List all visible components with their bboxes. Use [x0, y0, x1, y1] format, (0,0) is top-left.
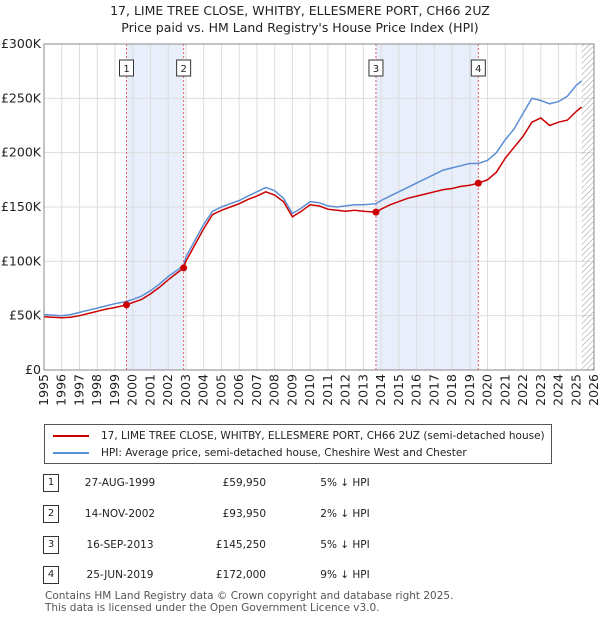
- sale-hpi-diff: 5% ↓ HPI: [320, 539, 370, 551]
- y-tick-label: £0: [25, 362, 41, 377]
- chart-title: 17, LIME TREE CLOSE, WHITBY, ELLESMERE P…: [110, 3, 490, 18]
- legend: 17, LIME TREE CLOSE, WHITBY, ELLESMERE P…: [44, 424, 552, 464]
- sale-badge: 3: [43, 536, 59, 554]
- y-tick-label: £150K: [1, 199, 42, 214]
- sale-row: 4 25-JUN-2019 £172,000 9% ↓ HPI: [0, 566, 600, 586]
- legend-label-property: 17, LIME TREE CLOSE, WHITBY, ELLESMERE P…: [101, 430, 545, 442]
- x-tick-label: 2005: [213, 374, 228, 406]
- footer-copyright: Contains HM Land Registry data © Crown c…: [45, 590, 454, 602]
- x-tick-label: 2024: [551, 374, 566, 406]
- sale-badge: 1: [43, 474, 59, 492]
- x-tick-label: 2013: [355, 374, 370, 406]
- sale-row: 2 14-NOV-2002 £93,950 2% ↓ HPI: [0, 505, 600, 525]
- x-tick-label: 2008: [267, 374, 282, 406]
- sale-date: 25-JUN-2019: [86, 569, 154, 581]
- x-tick-label: 1995: [36, 374, 51, 406]
- legend-label-hpi: HPI: Average price, semi-detached house,…: [101, 447, 467, 459]
- sale-point: [474, 179, 482, 187]
- x-tick-label: 1999: [107, 374, 122, 406]
- sale-row: 3 16-SEP-2013 £145,250 5% ↓ HPI: [0, 536, 600, 556]
- x-tick-label: 2007: [249, 374, 264, 406]
- x-tick-label: 2004: [196, 374, 211, 406]
- sale-hpi-diff: 2% ↓ HPI: [320, 508, 370, 520]
- sale-badge: 4: [43, 566, 59, 584]
- sale-point: [372, 208, 380, 216]
- x-tick-label: 2010: [302, 374, 317, 406]
- x-tick-label: 2023: [533, 374, 548, 406]
- sale-price: £59,950: [222, 477, 266, 489]
- y-tick-label: £300K: [1, 36, 42, 51]
- sale-number-box: [119, 59, 134, 77]
- y-tick-label: £250K: [1, 90, 42, 105]
- x-tick-label: 2021: [497, 374, 512, 406]
- x-tick-label: 2011: [320, 374, 335, 406]
- sale-number-label: 1: [123, 64, 129, 75]
- sale-point: [180, 264, 188, 272]
- x-tick-label: 2014: [373, 374, 388, 406]
- x-tick-label: 2018: [444, 374, 459, 406]
- sale-date: 14-NOV-2002: [84, 508, 156, 520]
- sale-price: £145,250: [215, 539, 266, 551]
- sale-hpi-diff: 5% ↓ HPI: [320, 477, 370, 489]
- x-tick-label: 2002: [160, 374, 175, 406]
- x-tick-label: 2019: [462, 374, 477, 406]
- x-tick-label: 2006: [231, 374, 246, 406]
- x-tick-label: 2016: [409, 374, 424, 406]
- footer-licence: This data is licensed under the Open Gov…: [45, 602, 380, 614]
- x-tick-label: 1998: [89, 374, 104, 406]
- legend-swatch-hpi: [53, 452, 89, 454]
- sale-number-label: 4: [475, 64, 481, 75]
- chart-subtitle: Price paid vs. HM Land Registry's House …: [121, 20, 479, 35]
- sale-point: [123, 301, 130, 309]
- x-tick-label: 1997: [71, 374, 86, 406]
- sale-badge: 2: [43, 505, 59, 523]
- x-tick-label: 2009: [284, 374, 299, 406]
- sale-price: £172,000: [215, 569, 266, 581]
- sale-hpi-diff: 9% ↓ HPI: [320, 569, 370, 581]
- x-tick-label: 2003: [178, 374, 193, 406]
- sale-row: 1 27-AUG-1999 £59,950 5% ↓ HPI: [0, 474, 600, 494]
- y-tick-label: £50K: [9, 308, 42, 323]
- future-hatch: [581, 44, 594, 370]
- x-tick-label: 2025: [568, 374, 583, 406]
- sale-date: 16-SEP-2013: [86, 539, 154, 551]
- x-tick-label: 2017: [426, 374, 441, 406]
- x-tick-label: 2026: [586, 374, 600, 406]
- sale-date: 27-AUG-1999: [84, 477, 156, 489]
- sale-price: £93,950: [222, 508, 266, 520]
- legend-item-property: 17, LIME TREE CLOSE, WHITBY, ELLESMERE P…: [53, 429, 545, 443]
- sale-number-box: [176, 59, 192, 77]
- sale-number-box: [368, 59, 384, 77]
- x-tick-label: 2022: [515, 374, 530, 406]
- x-tick-label: 2020: [480, 374, 495, 406]
- x-tick-label: 1996: [54, 374, 69, 406]
- legend-item-hpi: HPI: Average price, semi-detached house,…: [53, 446, 467, 460]
- sale-number-box: [470, 59, 486, 77]
- x-tick-label: 2000: [125, 374, 140, 406]
- x-tick-label: 2012: [338, 374, 353, 406]
- x-tick-label: 2015: [391, 374, 406, 406]
- y-tick-label: £200K: [1, 145, 42, 160]
- property-price-line: [43, 106, 583, 319]
- legend-swatch-property: [53, 435, 89, 437]
- y-tick-label: £100K: [1, 253, 42, 268]
- sale-number-label: 2: [180, 64, 186, 75]
- sale-number-label: 3: [373, 64, 379, 75]
- x-tick-label: 2001: [142, 374, 157, 406]
- hpi-line: [43, 80, 583, 317]
- plot-frame: [43, 43, 595, 371]
